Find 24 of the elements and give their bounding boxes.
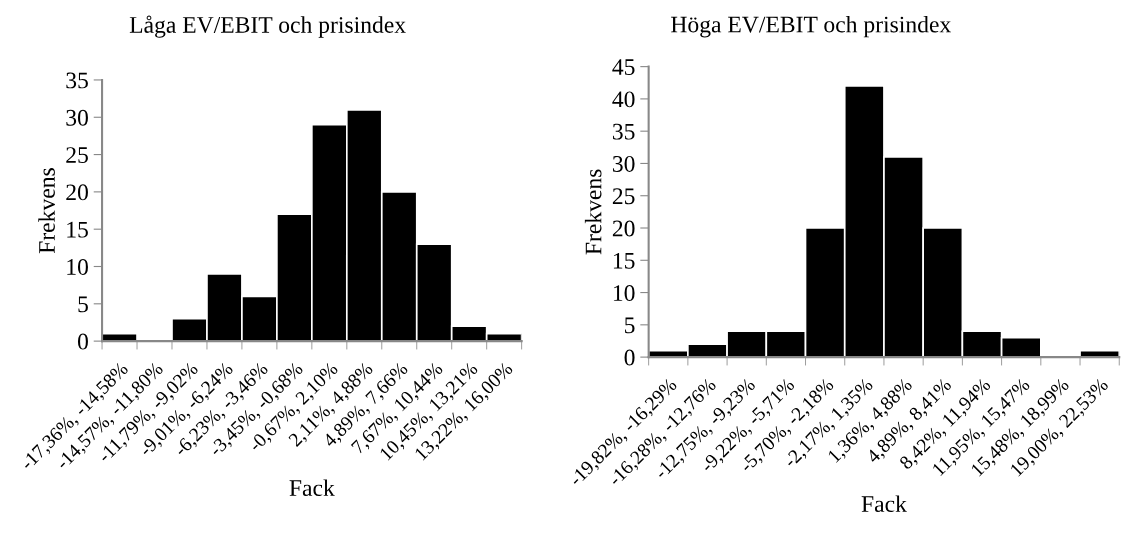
y-tick-label: 35 — [612, 123, 635, 140]
y-tick-label: 0 — [77, 333, 88, 350]
y-tick-label: 45 — [612, 59, 635, 76]
y-tick-label: 40 — [612, 91, 635, 108]
y-tick-label: 20 — [612, 220, 635, 237]
x-axis-title: Fack — [289, 479, 335, 497]
y-tick-label: 10 — [67, 258, 88, 275]
y-tick-label: 10 — [613, 285, 635, 301]
chart-title: Låga EV/EBIT och prisindex — [129, 15, 406, 38]
y-tick-label: 15 — [67, 221, 88, 238]
chart-title: Höga EV/EBIT och prisindex — [671, 15, 951, 38]
y-tick-label: 15 — [613, 252, 635, 269]
y-tick-label: 5 — [78, 296, 88, 313]
y-axis-title: Frekvens — [38, 168, 55, 254]
y-tick-label: 25 — [612, 188, 635, 205]
y-axis-title: Frekvens — [584, 169, 602, 255]
y-tick-label: 5 — [625, 317, 635, 334]
x-axis-title: Fack — [861, 495, 907, 512]
y-tick-label: 25 — [66, 147, 88, 163]
y-tick-label: 20 — [66, 184, 88, 201]
y-tick-label: 0 — [624, 349, 635, 366]
y-tick-label: 30 — [612, 155, 635, 172]
y-tick-label: 30 — [66, 109, 88, 126]
y-tick-label: 35 — [66, 72, 88, 89]
